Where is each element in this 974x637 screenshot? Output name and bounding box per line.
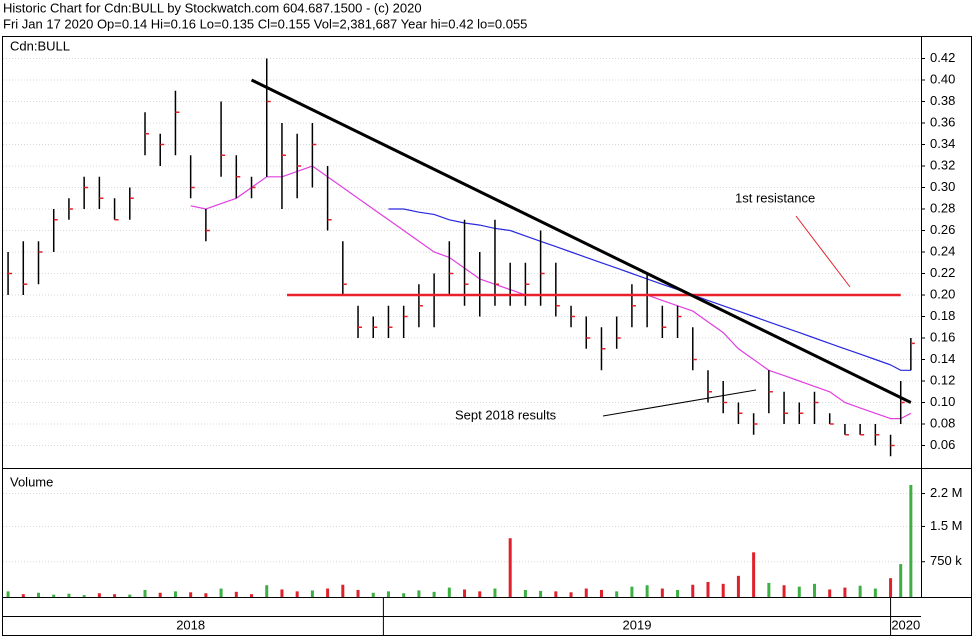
trend-line — [250, 78, 912, 404]
y-tick-label: 2.2 M — [930, 485, 963, 500]
volume-bar — [873, 588, 877, 597]
volume-bar — [539, 590, 543, 597]
volume-bar — [6, 591, 10, 597]
volume-bar — [706, 581, 710, 597]
x-tick-label: 2020 — [891, 617, 920, 632]
panel-label: Cdn:BULL — [10, 38, 70, 53]
volume-bar — [143, 589, 147, 597]
y-tick-label: 0.34 — [930, 136, 955, 151]
annotation-pointer — [795, 215, 851, 288]
volume-bar — [310, 590, 314, 597]
y-tick-label: 0.22 — [930, 265, 955, 280]
x-tick-label: 2018 — [176, 617, 205, 632]
volume-bar — [341, 584, 345, 597]
chart-subtitle: Fri Jan 17 2020 Op=0.14 Hi=0.16 Lo=0.135… — [3, 16, 527, 31]
volume-bar — [676, 589, 680, 597]
volume-bar — [843, 587, 847, 597]
volume-bar — [82, 595, 86, 597]
volume-bar — [478, 591, 482, 597]
volume-bar — [295, 591, 299, 597]
volume-bar — [767, 582, 771, 597]
y-tick-label: 0.32 — [930, 157, 955, 172]
y-tick-label: 0.18 — [930, 308, 955, 323]
volume-bar — [280, 589, 284, 597]
volume-bar — [523, 589, 527, 597]
volume-bar — [463, 589, 467, 597]
volume-bar — [858, 585, 862, 597]
volume-bar — [909, 484, 913, 597]
volume-bar — [752, 552, 756, 597]
volume-bar — [113, 594, 117, 597]
y-tick-label: 0.24 — [930, 243, 955, 258]
y-tick-label: 0.14 — [930, 351, 955, 366]
y-tick-label: 0.28 — [930, 200, 955, 215]
x-tick-label: 2019 — [623, 617, 652, 632]
volume-bar — [782, 585, 786, 597]
volume-bar — [645, 585, 649, 597]
panel-label: Volume — [10, 474, 53, 489]
volume-bar — [812, 583, 816, 597]
volume-bar — [721, 583, 725, 597]
volume-bar — [493, 588, 497, 597]
volume-bar — [265, 585, 269, 597]
volume-bar — [630, 586, 634, 597]
volume-bar — [402, 593, 406, 597]
y-tick-label: 1.5 M — [930, 518, 963, 533]
volume-bar — [219, 588, 223, 597]
volume-bar — [67, 593, 71, 597]
volume-bar — [189, 592, 193, 597]
volume-bar — [158, 592, 162, 597]
y-tick-label: 0.20 — [930, 286, 955, 301]
volume-bar — [828, 589, 832, 597]
volume-bar — [234, 591, 238, 597]
volume-bar — [37, 592, 41, 597]
annotation-pointer — [602, 389, 757, 417]
volume-bar — [128, 594, 132, 597]
annotation: 1st resistance — [735, 190, 815, 205]
y-tick-label: 750 k — [930, 553, 962, 568]
volume-bar — [52, 594, 56, 597]
y-tick-label: 0.38 — [930, 93, 955, 108]
annotation: Sept 2018 results — [455, 407, 557, 422]
volume-bar — [371, 592, 375, 597]
volume-bar — [386, 591, 390, 597]
moving-average — [388, 208, 911, 371]
volume-bar — [417, 590, 421, 597]
volume-bar — [569, 592, 573, 597]
volume-bar — [554, 591, 558, 597]
y-tick-label: 0.08 — [930, 415, 955, 430]
volume-bar — [204, 593, 208, 597]
volume-bar — [356, 589, 360, 597]
volume-bar — [432, 591, 436, 597]
y-tick-label: 0.42 — [930, 50, 955, 65]
volume-bar — [660, 588, 664, 597]
volume-bar — [899, 564, 903, 597]
volume-bar — [447, 587, 451, 597]
y-tick-label: 0.26 — [930, 222, 955, 237]
volume-bar — [173, 591, 177, 597]
y-tick-label: 0.12 — [930, 372, 955, 387]
volume-bar — [97, 593, 101, 597]
volume-bar — [599, 589, 603, 597]
volume-bar — [250, 594, 254, 597]
chart-title: Historic Chart for Cdn:BULL by Stockwatc… — [3, 0, 422, 15]
y-tick-label: 0.30 — [930, 179, 955, 194]
volume-bar — [797, 586, 801, 597]
y-tick-label: 0.36 — [930, 114, 955, 129]
y-tick-label: 0.06 — [930, 437, 955, 452]
y-tick-label: 0.40 — [930, 71, 955, 86]
frame — [2, 36, 972, 636]
volume-bar — [691, 584, 695, 597]
volume-bar — [21, 594, 25, 597]
volume-bar — [508, 538, 512, 597]
y-tick-label: 0.16 — [930, 329, 955, 344]
volume-bar — [889, 578, 893, 597]
y-tick-label: 0.10 — [930, 394, 955, 409]
volume-bar — [736, 575, 740, 597]
volume-bar — [584, 588, 588, 597]
volume-bar — [615, 591, 619, 597]
volume-bar — [326, 588, 330, 597]
